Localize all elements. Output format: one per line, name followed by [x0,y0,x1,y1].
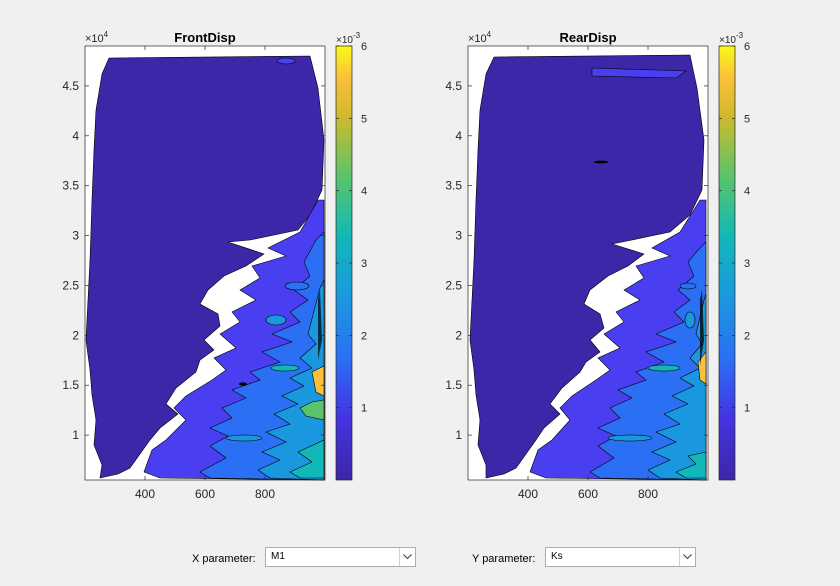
y-tick-label: 1.5 [62,378,79,392]
y-tick-label: 1 [455,428,462,442]
colorbar-tick-label: 6 [744,41,750,53]
front-colorbar: 1 2 3 4 5 6 ×10-3 [335,31,367,481]
y-tick-label: 2 [72,328,79,342]
y-tick-label: 2.5 [62,278,79,292]
figure-canvas: 400 600 800 1 1.5 2 2.5 3 3.5 4 4.5 FrontDisp ×10… [62,30,750,501]
front-contour-fill [85,55,325,481]
colorbar-tick-label: 4 [744,186,750,198]
y-tick-label: 4.5 [445,79,462,93]
y-tick-label: 3 [72,229,79,243]
front-disp-plot: 400 600 800 1 1.5 2 2.5 3 3.5 4 4.5 FrontDisp ×10… [62,30,326,501]
y-tick-label: 3.5 [445,179,462,193]
colorbar-tick-label: 3 [744,258,750,270]
x-parameter-dropdown[interactable]: M1 [265,547,416,567]
rear-contour-fill [469,54,707,481]
x-tick-label: 600 [578,487,598,501]
colorbar-tick-label: 2 [361,330,367,342]
colorbar-tick-label: 3 [361,258,367,270]
front-colorbar-exponent: ×10-3 [336,31,361,46]
x-parameter-value: M1 [271,551,285,562]
rear-title: RearDisp [559,30,616,45]
x-tick-label: 400 [135,487,155,501]
y-tick-label: 3 [455,229,462,243]
rear-colorbar: 1 2 3 4 5 6 ×10-3 [718,31,750,481]
rear-colorbar-ticks: 1 2 3 4 5 6 [719,41,750,415]
y-tick-label: 1.5 [445,378,462,392]
colorbar-tick-label: 5 [361,113,367,125]
colorbar-tick-label: 1 [744,403,750,415]
front-y-ticks: 1 1.5 2 2.5 3 3.5 4 4.5 [62,79,325,442]
rear-colorbar-exponent: ×10-3 [719,31,744,46]
y-parameter-label: Y parameter: [472,553,536,565]
colorbar-tick-label: 5 [744,113,750,125]
rear-x-ticks: 400 600 800 [518,46,658,501]
x-parameter-dropdown-button[interactable] [399,548,415,566]
chevron-down-icon [683,554,692,560]
x-parameter-label: X parameter: [192,553,256,565]
y-parameter-value: Ks [551,551,563,562]
chevron-down-icon [403,554,412,560]
colorbar-tick-label: 4 [361,186,367,198]
x-tick-label: 400 [518,487,538,501]
y-tick-label: 1 [72,428,79,442]
colorbar-tick-label: 2 [744,330,750,342]
y-tick-label: 4 [72,129,79,143]
rear-disp-plot: 400 600 800 1 1.5 2 2.5 3 3.5 4 4.5 RearDisp ×104 [445,30,709,501]
x-tick-label: 800 [255,487,275,501]
x-tick-label: 600 [195,487,215,501]
y-tick-label: 4.5 [62,79,79,93]
x-tick-label: 800 [638,487,658,501]
y-tick-label: 3.5 [62,179,79,193]
front-title: FrontDisp [174,30,235,45]
y-tick-label: 2.5 [445,278,462,292]
y-tick-label: 4 [455,129,462,143]
colorbar-tick-label: 1 [361,403,367,415]
rear-y-ticks: 1 1.5 2 2.5 3 3.5 4 4.5 [445,79,708,442]
y-parameter-dropdown[interactable]: Ks [545,547,696,567]
rear-y-exponent: ×104 [468,30,492,45]
y-parameter-dropdown-button[interactable] [679,548,695,566]
front-x-ticks: 400 600 800 [135,46,275,501]
colorbar-tick-label: 6 [361,41,367,53]
front-colorbar-ticks: 1 2 3 4 5 6 [336,41,367,415]
front-y-exponent: ×104 [85,30,109,45]
y-tick-label: 2 [455,328,462,342]
